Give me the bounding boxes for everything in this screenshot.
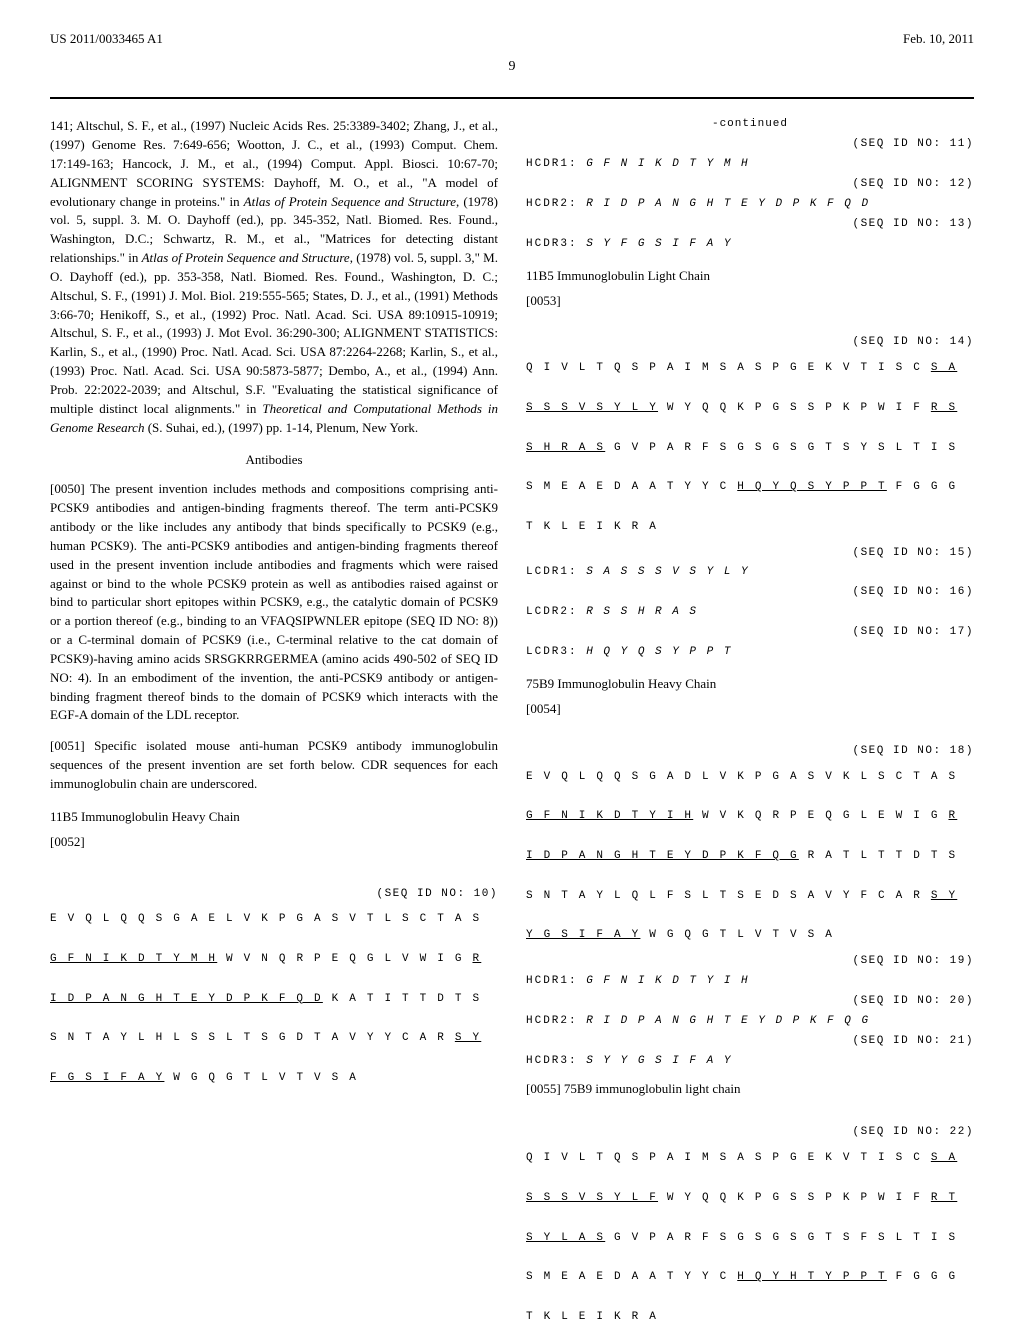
para-0052: [0052] <box>50 833 498 852</box>
seq-21-label: (SEQ ID NO: 21) <box>526 1034 974 1050</box>
seq-13-label: (SEQ ID NO: 13) <box>526 217 974 233</box>
para-num-0051: [0051] <box>50 738 85 753</box>
page-number: 9 <box>50 57 974 77</box>
seq-12-label: (SEQ ID NO: 12) <box>526 177 974 193</box>
seq-15-label: (SEQ ID NO: 15) <box>526 546 974 562</box>
page-header: US 2011/0033465 A1 Feb. 10, 2011 <box>50 30 974 49</box>
heavy-11b5-title: 11B5 Immunoglobulin Heavy Chain <box>50 808 498 827</box>
seq-19-label: (SEQ ID NO: 19) <box>526 954 974 970</box>
hcdr2b: HCDR2: R I D P A N G H T E Y D P K F Q G <box>526 1014 974 1030</box>
references-paragraph: 141; Altschul, S. F., et al., (1997) Nuc… <box>50 117 498 437</box>
seq-18-label: (SEQ ID NO: 18) <box>526 744 974 760</box>
seq-10-label: (SEQ ID NO: 10) <box>50 887 498 903</box>
seq-17-label: (SEQ ID NO: 17) <box>526 625 974 641</box>
seq-22-label: (SEQ ID NO: 22) <box>526 1125 974 1141</box>
seq-14: Q I V L T Q S P A I M S A S P G E K V T … <box>526 359 974 537</box>
hcdr1: HCDR1: G F N I K D T Y M H <box>526 157 974 173</box>
seq-16-label: (SEQ ID NO: 16) <box>526 585 974 601</box>
para-0050: [0050] The present invention includes me… <box>50 480 498 725</box>
seq-10: E V Q L Q Q S G A E L V K P G A S V T L … <box>50 910 498 1088</box>
seq-18: E V Q L Q Q S G A D L V K P G A S V K L … <box>526 768 974 946</box>
heavy-75b9-title: 75B9 Immunoglobulin Heavy Chain <box>526 675 974 694</box>
seq-11-label: (SEQ ID NO: 11) <box>526 137 974 153</box>
para-0050-body: The present invention includes methods a… <box>50 481 498 722</box>
seq-22: Q I V L T Q S P A I M S A S P G E K V T … <box>526 1149 974 1327</box>
publication-number: US 2011/0033465 A1 <box>50 30 163 49</box>
hcdr3b: HCDR3: S Y Y G S I F A Y <box>526 1054 974 1070</box>
left-column: 141; Altschul, S. F., et al., (1997) Nuc… <box>50 117 498 1335</box>
lcdr3: LCDR3: H Q Y Q S Y P P T <box>526 645 974 661</box>
light-11b5-title: 11B5 Immunoglobulin Light Chain <box>526 267 974 286</box>
para-0054: [0054] <box>526 700 974 719</box>
lcdr1: LCDR1: S A S S S V S Y L Y <box>526 565 974 581</box>
seq-14-label: (SEQ ID NO: 14) <box>526 335 974 351</box>
antibodies-title: Antibodies <box>50 451 498 470</box>
para-num-0055: [0055] <box>526 1081 561 1096</box>
hcdr2: HCDR2: R I D P A N G H T E Y D P K F Q D <box>526 197 974 213</box>
para-0055: [0055] 75B9 immunoglobulin light chain <box>526 1080 974 1099</box>
para-0053: [0053] <box>526 292 974 311</box>
lcdr2: LCDR2: R S S H R A S <box>526 605 974 621</box>
hcdr3: HCDR3: S Y F G S I F A Y <box>526 237 974 253</box>
para-0051: [0051] Specific isolated mouse anti-huma… <box>50 737 498 794</box>
seq-20-label: (SEQ ID NO: 20) <box>526 994 974 1010</box>
para-0051-body: Specific isolated mouse anti-human PCSK9… <box>50 738 498 791</box>
right-column: -continued (SEQ ID NO: 11) HCDR1: G F N … <box>526 117 974 1335</box>
para-num-0050: [0050] <box>50 481 85 496</box>
continued-label: -continued <box>526 117 974 133</box>
para-0055-body: 75B9 immunoglobulin light chain <box>561 1081 741 1096</box>
header-rule <box>50 97 974 99</box>
content-columns: 141; Altschul, S. F., et al., (1997) Nuc… <box>50 117 974 1335</box>
publication-date: Feb. 10, 2011 <box>903 30 974 49</box>
hcdr1b: HCDR1: G F N I K D T Y I H <box>526 974 974 990</box>
